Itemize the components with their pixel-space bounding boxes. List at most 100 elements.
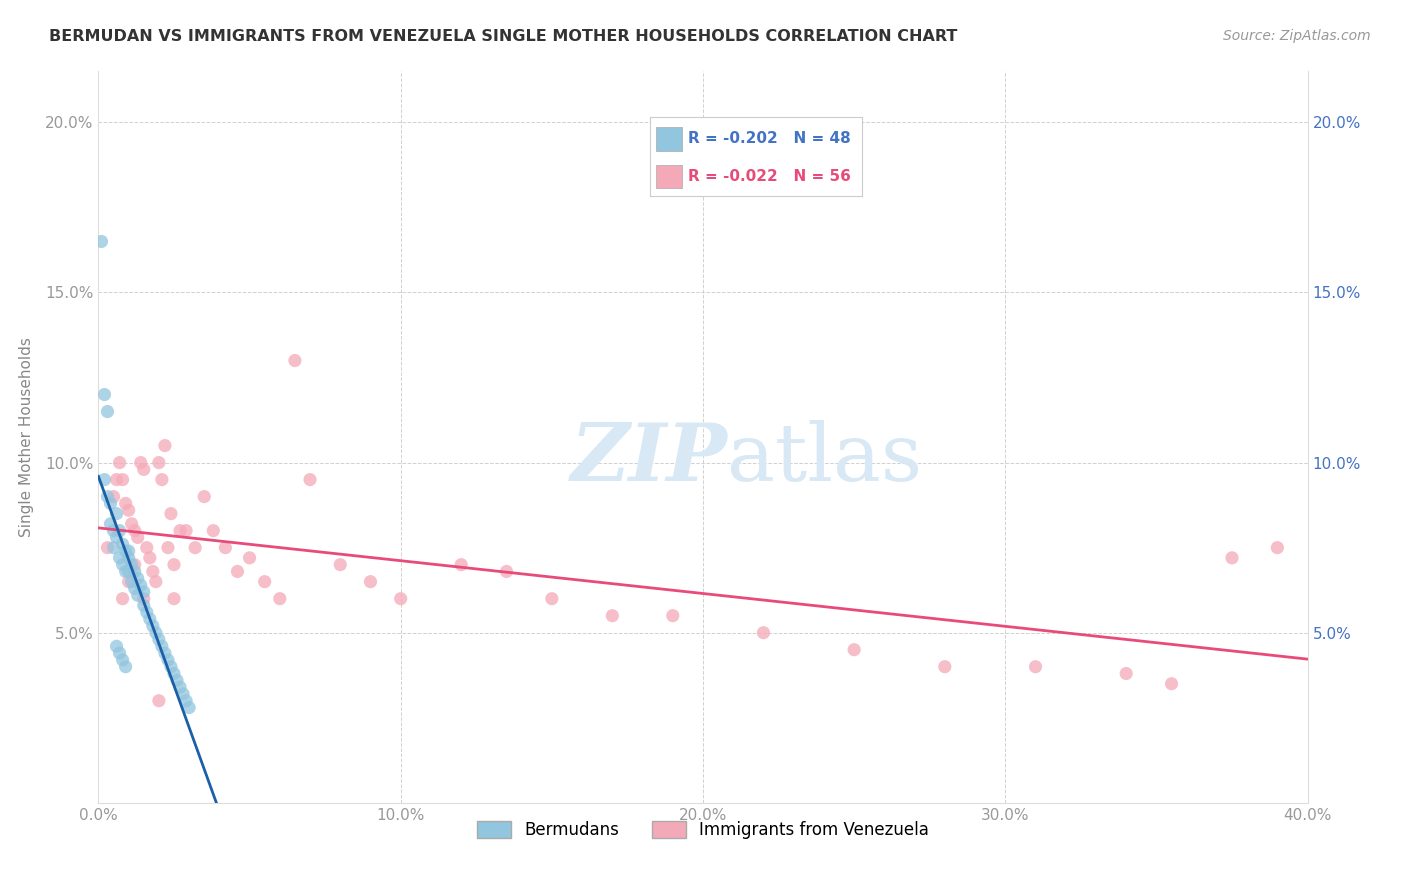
- Point: [96, 404, 118, 418]
- Point: [1267, 541, 1289, 555]
- Point: [121, 516, 143, 531]
- Point: [934, 659, 956, 673]
- Point: [844, 642, 866, 657]
- Point: [114, 496, 136, 510]
- Point: [111, 473, 134, 487]
- Point: [150, 473, 173, 487]
- Point: [118, 550, 141, 565]
- Point: [156, 653, 179, 667]
- Point: [132, 591, 155, 606]
- Text: Source: ZipAtlas.com: Source: ZipAtlas.com: [1223, 29, 1371, 43]
- Point: [108, 550, 131, 565]
- Point: [1220, 550, 1243, 565]
- Point: [108, 456, 131, 470]
- Point: [118, 503, 141, 517]
- Point: [172, 687, 194, 701]
- Point: [148, 694, 170, 708]
- FancyBboxPatch shape: [657, 165, 682, 188]
- Point: [132, 585, 155, 599]
- Point: [103, 541, 125, 555]
- Point: [135, 605, 157, 619]
- Point: [148, 632, 170, 647]
- Point: [148, 456, 170, 470]
- Point: [752, 625, 775, 640]
- Point: [127, 588, 149, 602]
- Point: [160, 659, 183, 673]
- Point: [100, 496, 122, 510]
- Point: [103, 490, 125, 504]
- Point: [269, 591, 291, 606]
- Point: [153, 439, 176, 453]
- Point: [105, 640, 128, 654]
- Point: [111, 558, 134, 572]
- Point: [93, 473, 115, 487]
- Point: [105, 531, 128, 545]
- Point: [160, 507, 183, 521]
- Point: [127, 531, 149, 545]
- Point: [111, 591, 134, 606]
- Point: [193, 490, 215, 504]
- Point: [661, 608, 683, 623]
- Point: [602, 608, 624, 623]
- Point: [450, 558, 472, 572]
- Point: [1024, 659, 1046, 673]
- Point: [111, 537, 134, 551]
- Point: [108, 646, 131, 660]
- Point: [132, 599, 155, 613]
- Text: BERMUDAN VS IMMIGRANTS FROM VENEZUELA SINGLE MOTHER HOUSEHOLDS CORRELATION CHART: BERMUDAN VS IMMIGRANTS FROM VENEZUELA SI…: [49, 29, 957, 44]
- Point: [174, 524, 197, 538]
- Point: [156, 541, 179, 555]
- Point: [163, 666, 186, 681]
- Point: [142, 565, 165, 579]
- Point: [114, 544, 136, 558]
- Point: [153, 646, 176, 660]
- Point: [166, 673, 188, 688]
- Text: R = -0.022   N = 56: R = -0.022 N = 56: [688, 169, 851, 184]
- Point: [90, 235, 112, 249]
- Point: [389, 591, 412, 606]
- Point: [129, 578, 152, 592]
- Point: [169, 680, 191, 694]
- Point: [1115, 666, 1137, 681]
- Point: [118, 574, 141, 589]
- Point: [121, 558, 143, 572]
- Text: R = -0.202   N = 48: R = -0.202 N = 48: [688, 131, 851, 146]
- Point: [108, 524, 131, 538]
- Legend: Bermudans, Immigrants from Venezuela: Bermudans, Immigrants from Venezuela: [471, 814, 935, 846]
- Point: [114, 565, 136, 579]
- Point: [169, 524, 191, 538]
- Point: [284, 353, 307, 368]
- Point: [239, 550, 262, 565]
- Point: [174, 694, 197, 708]
- Point: [96, 541, 118, 555]
- Point: [145, 574, 167, 589]
- Point: [132, 462, 155, 476]
- Point: [299, 473, 322, 487]
- Point: [100, 516, 122, 531]
- Point: [253, 574, 276, 589]
- Point: [139, 550, 162, 565]
- Point: [150, 640, 173, 654]
- Point: [163, 558, 186, 572]
- Point: [226, 565, 249, 579]
- Point: [202, 524, 225, 538]
- Point: [124, 582, 146, 596]
- Point: [103, 524, 125, 538]
- Point: [124, 565, 146, 579]
- Point: [105, 473, 128, 487]
- Point: [127, 571, 149, 585]
- Point: [1160, 677, 1182, 691]
- Point: [135, 541, 157, 555]
- Point: [105, 507, 128, 521]
- Point: [114, 659, 136, 673]
- Point: [214, 541, 236, 555]
- Text: atlas: atlas: [727, 420, 922, 498]
- Point: [124, 524, 146, 538]
- Point: [540, 591, 562, 606]
- Point: [495, 565, 517, 579]
- Point: [179, 700, 201, 714]
- Point: [96, 490, 118, 504]
- Point: [121, 574, 143, 589]
- Point: [163, 591, 186, 606]
- Point: [360, 574, 382, 589]
